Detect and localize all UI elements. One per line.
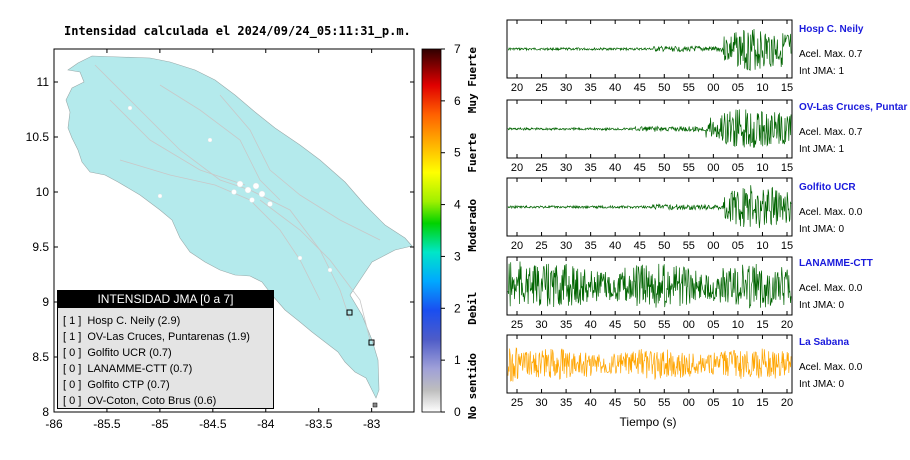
station-max-accel: Acel. Max. 0.7: [799, 127, 863, 138]
colorbar-tick-label: 6: [454, 94, 461, 108]
station-name: La Sabana: [799, 337, 850, 348]
station-name: Golfito UCR: [799, 182, 856, 193]
colorbar-tick-label: 4: [454, 198, 461, 212]
legend-entry: [ 0 ] LANAMME-CTT (0.7): [63, 361, 273, 377]
legend-entry-jma: [ 0 ]: [63, 395, 82, 407]
station-max-accel: Acel. Max. 0.0: [799, 362, 863, 373]
colorbar-tick-label: 0: [454, 405, 461, 419]
station-marker: [372, 402, 378, 408]
colorbar-category-label: Muy Fuerte: [466, 47, 478, 114]
station-max-accel: Acel. Max. 0.0: [799, 207, 863, 218]
legend-entry: [ 1 ] OV-Las Cruces, Puntarenas (1.9): [63, 329, 273, 345]
legend-entry-jma: [ 0 ]: [63, 363, 82, 375]
station-jma-intensity: Int JMA: 0: [799, 224, 845, 235]
map-xtick-label: -84.5: [199, 417, 227, 431]
station-jma-intensity: Int JMA: 0: [799, 379, 845, 390]
colorbar-gradient: [421, 48, 442, 413]
legend-entry-label: Golfito CTP (0.7): [87, 379, 170, 391]
colorbar-category-label: Fuerte: [466, 132, 478, 172]
colorbar-category-label: Moderado: [466, 198, 478, 251]
station-max-accel: Acel. Max. 0.7: [799, 49, 863, 60]
legend-entry-jma: [ 1 ]: [63, 315, 82, 327]
colorbar-ticks: 0 1 2 3 4 5 6 7: [441, 42, 461, 419]
colorbar-tick-label: 2: [454, 301, 461, 315]
legend-entry-label: Hosp C. Neily (2.9): [87, 315, 181, 327]
legend-entry-label: LANAMME-CTT (0.7): [87, 363, 193, 375]
station-marker: [346, 309, 353, 316]
station-jma-intensity: Int JMA: 1: [799, 144, 845, 155]
town-markers: [127, 105, 333, 273]
station-jma-intensity: Int JMA: 0: [799, 300, 845, 311]
colorbar-tick-label: 3: [454, 249, 461, 263]
station-max-accel: Acel. Max. 0.0: [799, 283, 863, 294]
legend-entry-label: OV-Coton, Coto Brus (0.6): [87, 395, 217, 407]
station-name: Hosp C. Neily: [799, 24, 864, 35]
legend-entry-label: OV-Las Cruces, Puntarenas (1.9): [87, 331, 250, 343]
colorbar-tick-label: 5: [454, 146, 461, 160]
map-ytick-label: 11: [37, 75, 50, 89]
colorbar-tick-label: 7: [454, 42, 461, 56]
intensity-colorbar: 0 1 2 3 4 5 6 7 No sentido Debil Moderado Fuerte Mu…: [421, 42, 478, 420]
legend-entry: [ 0 ] Golfito CTP (0.7): [63, 377, 273, 393]
colorbar-labels: No sentido Debil Moderado Fuerte Muy Fuerte: [466, 47, 478, 420]
map-ytick-label: 10: [36, 185, 50, 199]
legend-entry-jma: [ 1 ]: [63, 331, 82, 343]
colorbar-category-label: No sentido: [466, 353, 478, 420]
legend-entries: [ 1 ] Hosp C. Neily (2.9) [ 1 ] OV-Las Cruc…: [58, 308, 273, 409]
map-title: Intensidad calculada el 2024/09/24_05:11…: [64, 24, 411, 38]
map-ytick-label: 9.5: [32, 240, 49, 254]
map-ytick-label: 9: [42, 295, 49, 309]
station-jma-intensity: Int JMA: 1: [799, 66, 845, 77]
map-xtick-label: -85.5: [93, 417, 121, 431]
map-ytick-label: 10.5: [26, 130, 50, 144]
colorbar-category-label: Debil: [466, 292, 478, 325]
colorbar-tick-label: 1: [454, 353, 461, 367]
legend-entry: [ 0 ] OV-Coton, Coto Brus (0.6): [63, 393, 273, 409]
station-name: LANAMME-CTT: [799, 258, 873, 269]
intensity-legend: INTENSIDAD JMA [0 a 7] [ 1 ] Hosp C. Neil…: [57, 290, 274, 409]
legend-entry-jma: [ 0 ]: [63, 379, 82, 391]
map-ytick-label: 8: [42, 405, 49, 419]
map-xtick-label: -84: [257, 417, 275, 431]
legend-entry-jma: [ 0 ]: [63, 347, 82, 359]
map-xtick-label: -85: [151, 417, 169, 431]
map-ytick-label: 8.5: [32, 350, 49, 364]
legend-entry-label: Golfito UCR (0.7): [87, 347, 172, 359]
station-marker: [368, 339, 375, 346]
map-xtick-label: -86: [45, 417, 63, 431]
legend-entry: [ 1 ] Hosp C. Neily (2.9): [63, 313, 273, 329]
station-name: OV-Las Cruces, Puntar: [799, 102, 908, 113]
map-axes: -86 -85.5 -85 -84.5 -84 -83.5 -83 8 8.5 9 9.5 10 10.…: [26, 49, 414, 431]
map-xtick-label: -83.5: [305, 417, 333, 431]
map-xtick-label: -83: [363, 417, 381, 431]
legend-title: INTENSIDAD JMA [0 a 7]: [58, 291, 273, 308]
legend-entry: [ 0 ] Golfito UCR (0.7): [63, 345, 273, 361]
